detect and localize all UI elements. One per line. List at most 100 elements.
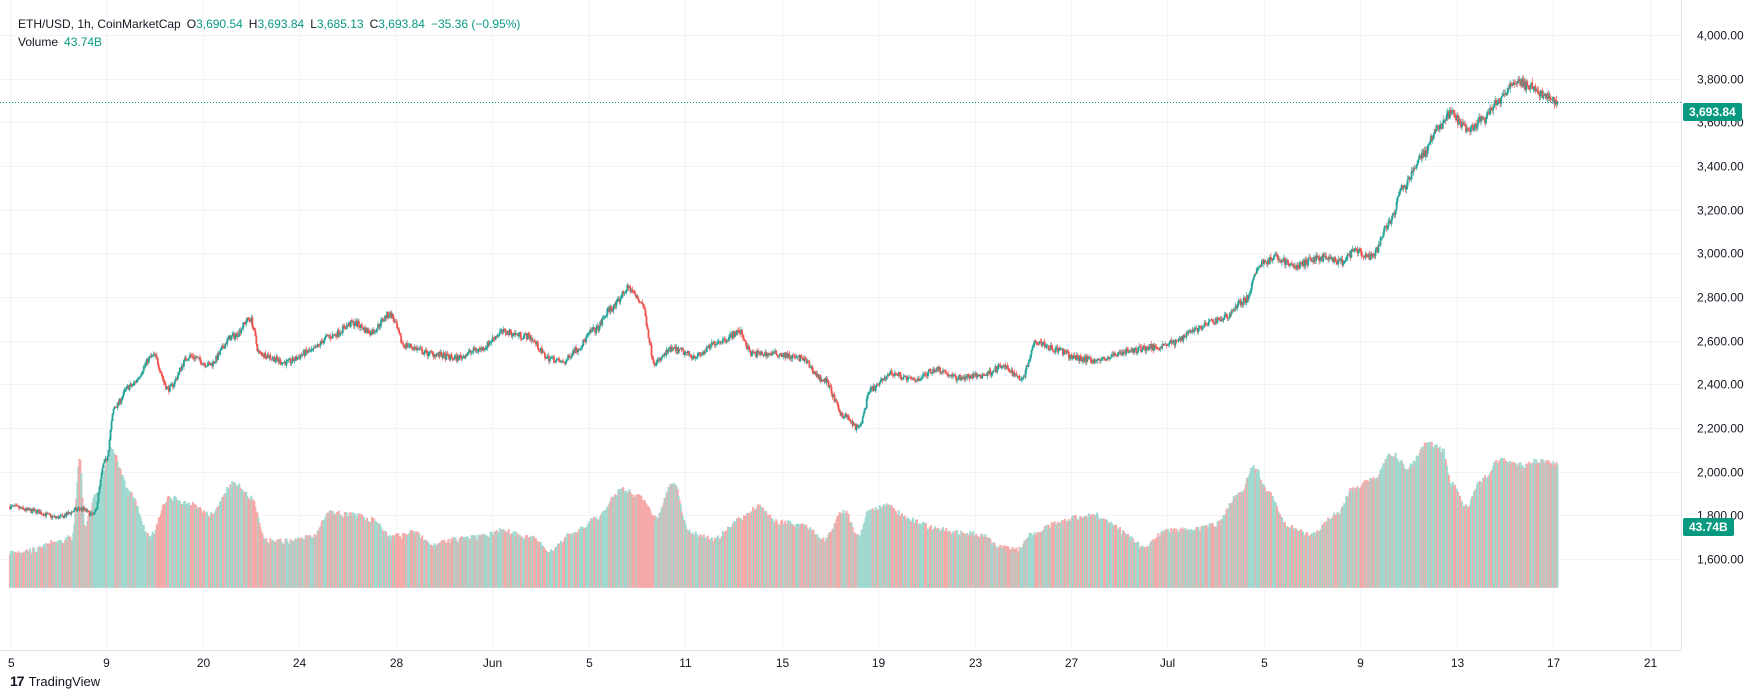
candle-body [500, 329, 503, 332]
candle-body [1151, 344, 1154, 349]
volume-bar [896, 514, 899, 588]
volume-bar [539, 542, 542, 588]
candle-body [1391, 214, 1394, 219]
candle-body [862, 413, 865, 417]
candle-body [604, 315, 607, 318]
volume-bar [664, 498, 667, 588]
candle-body [286, 360, 289, 361]
candle-body [1335, 261, 1338, 263]
volume-bar [791, 523, 794, 588]
candle-body [1098, 358, 1100, 360]
tradingview-brand[interactable]: 17 TradingView [10, 673, 100, 689]
candle-body [1144, 348, 1147, 352]
candle-body [454, 355, 457, 357]
candle-body [26, 508, 28, 510]
time-axis[interactable]: 5 9 20 24 28 Jun 5 11 15 19 23 27 Jul 5 9 13 17 21 [8, 656, 1657, 670]
candle-body [1535, 89, 1538, 91]
candle-body [929, 368, 931, 372]
candle-body [1354, 248, 1357, 250]
volume-bar [309, 537, 312, 588]
candle-body [1113, 352, 1115, 356]
candle-body [1477, 119, 1479, 126]
candle-body [845, 413, 848, 418]
candle-body [196, 357, 198, 359]
candle-body [318, 344, 321, 346]
candle-body [957, 377, 960, 380]
candle-body [1340, 258, 1343, 260]
volume-bar [331, 510, 334, 588]
candle-body [1413, 168, 1416, 169]
candle-body [651, 355, 654, 360]
candle-body [205, 366, 207, 368]
volume-bar [1318, 530, 1321, 588]
candle-body [520, 338, 523, 339]
volume-bar [344, 516, 347, 588]
candle-body [274, 360, 277, 363]
volume-bar [548, 552, 551, 588]
candlesticks [9, 74, 1559, 521]
candle-body [462, 355, 465, 357]
candle-body [1197, 328, 1200, 333]
candle-body [39, 511, 42, 514]
candle-body [991, 371, 994, 375]
candle-body [259, 352, 262, 353]
price-axis[interactable]: 4,000.003,800.003,600.003,400.003,200.00… [1697, 29, 1744, 567]
volume-bar [1536, 463, 1539, 588]
symbol-title[interactable]: ETH/USD, 1h, CoinMarketCap [18, 17, 181, 31]
volume-bar [1336, 512, 1339, 588]
candle-body [513, 332, 516, 335]
candle-body [1055, 347, 1058, 349]
candle-body [1518, 79, 1521, 82]
candle-body [1117, 352, 1119, 356]
volume-bar [577, 533, 580, 588]
candle-body [180, 368, 182, 371]
volume-bar [1262, 484, 1265, 588]
candle-body [822, 381, 825, 382]
candle-body [1236, 304, 1239, 308]
volume-bar [1148, 546, 1151, 588]
volume-bar [450, 538, 453, 588]
volume-bar [1516, 466, 1519, 588]
candle-body [220, 348, 223, 351]
candle-body [1404, 185, 1407, 190]
volume-bar [626, 492, 629, 588]
candle-body [1054, 347, 1057, 353]
volume-bar [397, 533, 400, 588]
volume-label[interactable]: Volume [18, 35, 59, 49]
volume-bar [670, 483, 673, 588]
volume-bar [1137, 541, 1140, 588]
volume-bar [488, 537, 491, 588]
candle-body [424, 350, 427, 353]
candle-body [730, 333, 732, 335]
candle-body [1129, 350, 1132, 352]
candle-body [30, 509, 33, 513]
volume-bar [338, 514, 341, 588]
candle-body [1439, 124, 1442, 125]
candle-body [562, 360, 564, 363]
candle-body [990, 374, 993, 376]
candle-body [212, 361, 215, 367]
volume-bar [1488, 475, 1491, 588]
volume-bar [571, 532, 574, 588]
candle-body [836, 402, 839, 405]
candle-body [1265, 261, 1268, 265]
candle-body [662, 355, 665, 357]
candle-body [757, 350, 759, 353]
candle-body [1031, 346, 1034, 350]
candle-body [104, 458, 107, 460]
candle-body [352, 321, 355, 326]
candle-body [1380, 237, 1383, 238]
candle-body [250, 317, 253, 322]
candle-body [420, 348, 423, 350]
candle-body [585, 337, 588, 343]
candle-body [28, 508, 30, 511]
volume-bar [615, 495, 618, 588]
candle-body [489, 342, 492, 344]
candle-body [529, 337, 532, 340]
candle-body [549, 358, 551, 362]
volume-bar [1418, 452, 1421, 588]
volume-bar [1481, 483, 1484, 588]
volume-bar [774, 523, 777, 588]
time-tick-label: 9 [103, 656, 110, 670]
